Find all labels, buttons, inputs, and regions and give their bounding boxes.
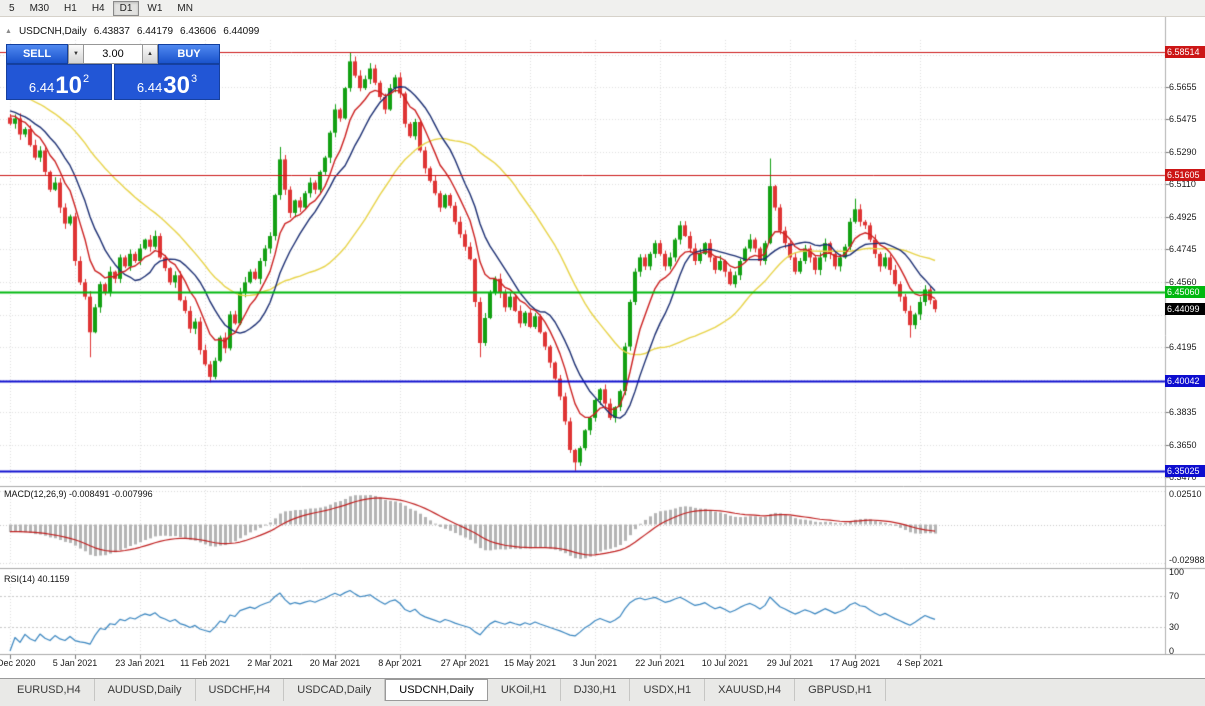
x-axis-date-label: 3 Jun 2021 (572, 658, 618, 668)
chevron-up-icon: ▲ (147, 51, 153, 57)
rsi-axis-value: 70 (1169, 590, 1180, 601)
chart-tab-gbpusd-h1[interactable]: GBPUSD,H1 (795, 679, 886, 701)
price-level-label[interactable]: 6.40042 (1165, 375, 1205, 388)
x-axis-date-label: 23 Jan 2021 (115, 658, 165, 668)
rsi-axis-value: 100 (1169, 567, 1185, 577)
rsi-axis-value: 30 (1169, 622, 1180, 633)
x-axis-date-label: 10 Jul 2021 (701, 658, 749, 668)
current-price-label: 6.44099 (1165, 303, 1205, 316)
y-axis-tick: 6.3650 (1169, 439, 1197, 450)
one-click-trading-panel: SELL ▼ 3.00 ▲ BUY 6.44 10 2 6.44 30 3 (6, 44, 220, 100)
pane-divider[interactable] (0, 652, 1205, 657)
bid-price-display[interactable]: 6.44 10 2 (6, 64, 112, 100)
chart-tab-usdx-h1[interactable]: USDX,H1 (630, 679, 706, 701)
ohlc-high-value: 6.44179 (136, 26, 174, 37)
x-axis-date-label: 27 Apr 2021 (440, 658, 490, 668)
ohlc-low-value: 6.43606 (180, 26, 217, 37)
rsi-axis-value: 0 (1169, 646, 1175, 656)
x-axis-date-label: 2 Mar 2021 (247, 658, 293, 668)
chart-tab-usdcnh-daily[interactable]: USDCNH,Daily (385, 679, 488, 701)
x-axis-date-label: 20 Mar 2021 (309, 658, 361, 668)
price-level-label[interactable]: 6.51605 (1165, 169, 1205, 182)
chart-tab-usdcad-daily[interactable]: USDCAD,Daily (284, 679, 386, 701)
price-level-label[interactable]: 6.45060 (1165, 286, 1205, 298)
y-axis-tick: 6.5110 (1169, 179, 1196, 190)
buy-button[interactable]: BUY (158, 44, 220, 64)
bid-price-big: 6.44 (28, 80, 55, 95)
chart-window: ▲ USDCNH,Daily 6.43837 6.44179 6.43606 6… (0, 17, 1205, 678)
macd-axis-value: 0.02510 (1169, 489, 1202, 499)
timeframe-button-w1[interactable]: W1 (140, 1, 169, 16)
x-axis-date-label: 17 Aug 2021 (829, 658, 881, 668)
x-axis-date-label: 5 Jan 2021 (52, 658, 98, 668)
pane-divider[interactable] (0, 566, 1205, 571)
x-axis-date-label: 11 Feb 2021 (180, 658, 230, 668)
x-axis-date-label: 15 May 2021 (503, 658, 557, 668)
chart-tab-eurusd-h4[interactable]: EURUSD,H4 (4, 679, 95, 701)
timeframe-button-h4[interactable]: H4 (85, 1, 112, 16)
price-level-label[interactable]: 6.35025 (1165, 464, 1205, 477)
collapse-chart-icon[interactable]: ▲ (5, 28, 12, 35)
chart-tab-usdchf-h4[interactable]: USDCHF,H4 (196, 679, 285, 701)
bid-price-pips: 10 (55, 71, 82, 99)
chevron-down-icon: ▼ (73, 51, 79, 57)
chart-tab-ukoil-h1[interactable]: UKOil,H1 (488, 679, 561, 701)
x-axis-date-label: 16 Dec 2020 (0, 658, 36, 668)
x-axis-date-label: 22 Jun 2021 (635, 658, 685, 668)
timeframe-button-mn[interactable]: MN (170, 1, 200, 16)
volume-input[interactable]: 3.00 (84, 44, 142, 64)
macd-indicator-label: MACD(12,26,9) -0.008491 -0.007996 (4, 489, 153, 499)
ohlc-open-value: 6.43837 (93, 26, 130, 37)
volume-down-button[interactable]: ▼ (68, 44, 84, 64)
timeframe-toolbar: 5 M30 H1 H4 D1 W1 MN (0, 0, 1205, 17)
macd-axis-value: -0.02988 (1169, 555, 1205, 565)
ohlc-close-value: 6.44099 (223, 26, 260, 37)
timeframe-button-m30[interactable]: M30 (23, 1, 56, 16)
x-axis-date-label: 8 Apr 2021 (378, 658, 422, 668)
ask-price-big: 6.44 (136, 80, 163, 95)
price-chart-canvas[interactable] (0, 17, 1205, 678)
ask-price-pips: 30 (163, 71, 190, 99)
price-level-label[interactable]: 6.58514 (1165, 46, 1205, 59)
symbol-header: ▲ USDCNH,Daily 6.43837 6.44179 6.43606 6… (5, 26, 259, 37)
x-axis-date-label: 29 Jul 2021 (766, 658, 814, 668)
y-axis-tick: 6.4560 (1169, 277, 1197, 288)
timeframe-button-d1[interactable]: D1 (112, 0, 140, 16)
y-axis-tick: 6.4195 (1169, 342, 1197, 353)
bid-price-pipette: 2 (82, 73, 90, 85)
chart-tab-audusd-daily[interactable]: AUDUSD,Daily (95, 679, 196, 701)
x-axis-date-label: 4 Sep 2021 (896, 658, 944, 668)
y-axis-tick: 6.5655 (1169, 82, 1197, 93)
sell-button[interactable]: SELL (6, 44, 68, 64)
ask-price-pipette: 3 (190, 73, 198, 85)
y-axis-tick: 6.4925 (1169, 212, 1197, 223)
y-axis-tick: 6.5290 (1169, 147, 1197, 158)
volume-up-button[interactable]: ▲ (142, 44, 158, 64)
y-axis-tick: 6.3835 (1169, 406, 1197, 417)
chart-tab-dj30-h1[interactable]: DJ30,H1 (561, 679, 631, 701)
y-axis-tick: 6.5475 (1169, 114, 1197, 125)
y-axis-tick: 6.4745 (1169, 244, 1197, 255)
timeframe-button-h1[interactable]: H1 (57, 1, 84, 16)
timeframe-button-5[interactable]: 5 (2, 1, 22, 16)
pane-divider[interactable] (0, 484, 1205, 489)
chart-tab-xauusd-h4[interactable]: XAUUSD,H4 (705, 679, 796, 701)
chart-tab-bar: EURUSD,H4 AUDUSD,Daily USDCHF,H4 USDCAD,Dai… (0, 678, 1205, 706)
symbol-title: USDCNH,Daily (18, 26, 87, 37)
rsi-indicator-label: RSI(14) 40.1159 (4, 574, 70, 584)
ask-price-display[interactable]: 6.44 30 3 (114, 64, 220, 100)
